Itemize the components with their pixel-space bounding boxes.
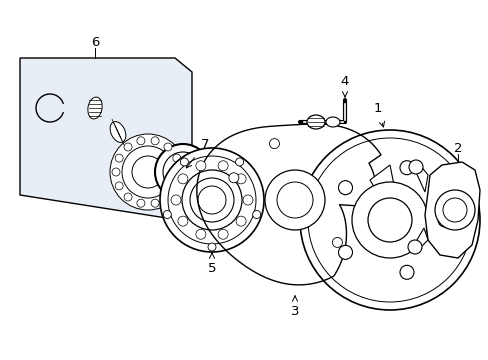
Polygon shape <box>20 58 192 222</box>
Ellipse shape <box>88 97 102 119</box>
Circle shape <box>180 158 188 166</box>
Circle shape <box>399 161 413 175</box>
Circle shape <box>190 178 234 222</box>
Circle shape <box>264 170 325 230</box>
Text: 7: 7 <box>186 138 209 168</box>
Polygon shape <box>413 228 427 250</box>
Circle shape <box>332 238 342 247</box>
Circle shape <box>172 154 181 162</box>
Circle shape <box>351 182 427 258</box>
Circle shape <box>228 173 239 183</box>
Text: 3: 3 <box>290 296 299 318</box>
Circle shape <box>252 211 260 219</box>
Polygon shape <box>197 124 387 285</box>
Circle shape <box>171 195 181 205</box>
Circle shape <box>122 146 174 198</box>
Circle shape <box>124 193 132 201</box>
Circle shape <box>132 156 163 188</box>
Circle shape <box>236 174 245 184</box>
Ellipse shape <box>110 122 125 143</box>
Circle shape <box>276 182 312 218</box>
Circle shape <box>155 144 210 200</box>
Circle shape <box>218 229 228 239</box>
Circle shape <box>163 193 172 201</box>
Circle shape <box>160 148 264 252</box>
Circle shape <box>338 181 352 195</box>
Polygon shape <box>414 165 427 192</box>
Circle shape <box>110 134 185 210</box>
Polygon shape <box>369 165 394 205</box>
Circle shape <box>338 245 352 259</box>
Circle shape <box>196 161 205 171</box>
Ellipse shape <box>325 117 339 127</box>
Circle shape <box>163 152 203 192</box>
Circle shape <box>399 265 413 279</box>
Circle shape <box>178 174 187 184</box>
Circle shape <box>163 143 172 151</box>
Text: 4: 4 <box>340 75 348 97</box>
Circle shape <box>163 211 171 219</box>
Circle shape <box>176 168 183 176</box>
Circle shape <box>172 182 181 190</box>
Polygon shape <box>424 162 479 258</box>
Circle shape <box>236 216 245 226</box>
Circle shape <box>137 199 144 207</box>
Circle shape <box>218 161 228 171</box>
Circle shape <box>235 158 243 166</box>
Circle shape <box>434 190 474 230</box>
Circle shape <box>437 213 451 227</box>
Circle shape <box>307 138 471 302</box>
Circle shape <box>115 154 123 162</box>
Circle shape <box>124 143 132 151</box>
Text: 6: 6 <box>91 36 99 49</box>
Circle shape <box>408 160 422 174</box>
Circle shape <box>269 139 279 149</box>
Circle shape <box>243 195 252 205</box>
Circle shape <box>407 240 421 254</box>
Circle shape <box>168 156 256 244</box>
Circle shape <box>207 243 216 251</box>
Text: 1: 1 <box>373 102 384 127</box>
Circle shape <box>442 198 466 222</box>
Circle shape <box>137 137 144 145</box>
Circle shape <box>182 170 242 230</box>
Text: 5: 5 <box>207 253 216 275</box>
Circle shape <box>115 182 123 190</box>
Text: 2: 2 <box>453 141 461 154</box>
Circle shape <box>299 130 479 310</box>
Circle shape <box>367 198 411 242</box>
Circle shape <box>196 229 205 239</box>
Circle shape <box>178 216 187 226</box>
Ellipse shape <box>306 115 325 129</box>
Circle shape <box>151 137 159 145</box>
Circle shape <box>112 168 120 176</box>
Circle shape <box>151 199 159 207</box>
Circle shape <box>198 186 225 214</box>
